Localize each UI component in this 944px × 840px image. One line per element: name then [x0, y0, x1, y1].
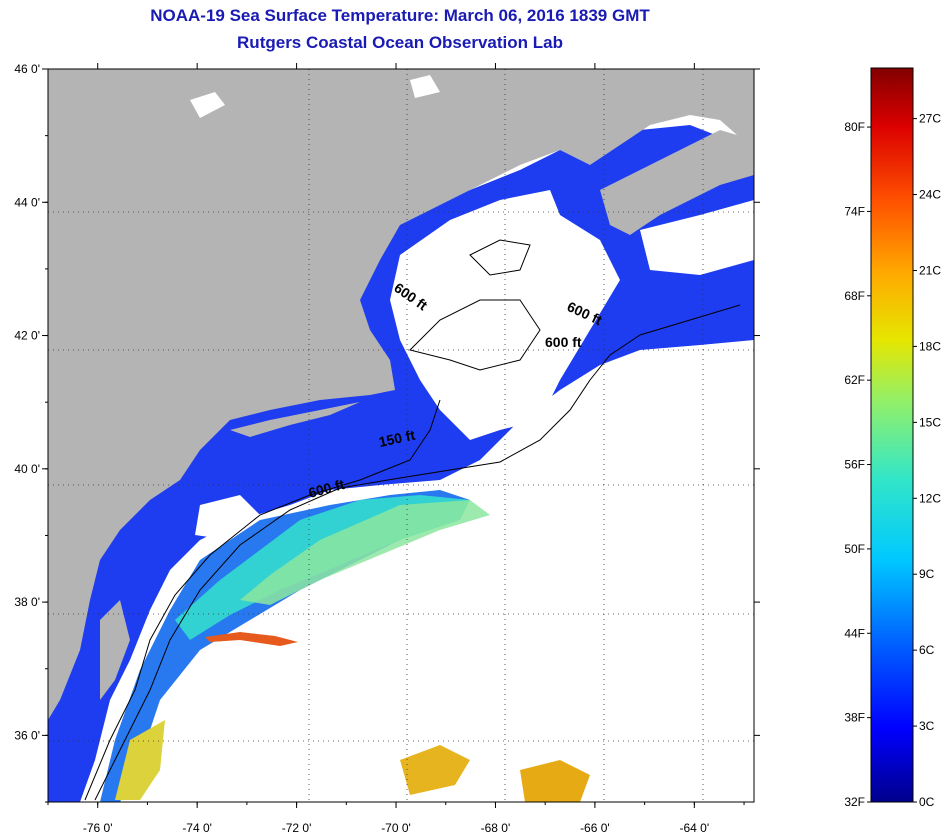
- contour-label-150ft: 150 ft: [377, 427, 416, 450]
- depth-contour-150ft: [84, 399, 441, 801]
- warm-patch-coast: [115, 720, 165, 800]
- colorbar-c-label: 0C: [919, 795, 935, 809]
- land-delmarva: [100, 600, 130, 700]
- lon-tick-label: -66 0': [580, 821, 610, 835]
- depth-contour-600ft-outer: [94, 304, 741, 801]
- lat-tick-label: 36 0': [14, 728, 40, 742]
- land-nova-scotia: [600, 130, 754, 235]
- colorbar-c-label: 27C: [919, 112, 941, 126]
- map-subtitle: Rutgers Coastal Ocean Observation Lab: [237, 33, 563, 52]
- colorbar-f-label: 38F: [844, 711, 865, 725]
- lat-tick-label: 40 0': [14, 462, 40, 476]
- lon-tick-label: -70 0': [381, 821, 411, 835]
- colorbar-c-label: 21C: [919, 263, 941, 277]
- lon-tick-label: -74 0': [182, 821, 212, 835]
- lon-tick-label: -68 0': [481, 821, 511, 835]
- colorbar-f-label: 80F: [844, 120, 865, 134]
- lat-tick-label: 46 0': [14, 62, 40, 76]
- colorbar-c-label: 24C: [919, 188, 941, 202]
- cloud-cover-shelf: [195, 495, 260, 540]
- colorbar-c-label: 3C: [919, 719, 935, 733]
- map-area: 600 ft 600 ft 600 ft 150 ft 600 ft: [48, 69, 754, 802]
- lon-tick-label: -64 0': [680, 821, 710, 835]
- lat-tick-label: 38 0': [14, 595, 40, 609]
- lat-tick-label: 44 0': [14, 195, 40, 209]
- colorbar-f-label: 68F: [844, 289, 865, 303]
- colorbar-c-label: 15C: [919, 415, 941, 429]
- colorbar-c-label: 6C: [919, 643, 935, 657]
- cloud-cover-east: [640, 200, 754, 275]
- lat-tick-label: 42 0': [14, 329, 40, 343]
- map-frame: [47, 68, 755, 803]
- slope-water-region: [240, 500, 490, 605]
- warm-patch-south-2: [400, 745, 470, 795]
- colorbar-gradient: [870, 67, 914, 803]
- land-long-island: [230, 402, 360, 437]
- lon-tick-label: -76 0': [83, 821, 113, 835]
- colorbar-f-label: 32F: [844, 795, 865, 809]
- colorbar-c-label: 9C: [919, 567, 935, 581]
- warm-patch-south-1: [520, 760, 590, 802]
- depth-contour-gulf-basins: [409, 239, 541, 371]
- lon-tick-label: -72 0': [282, 821, 312, 835]
- longitude-axis: -76 0' -74 0' -72 0' -70 0' -68 0' -66 0' -64 …: [47, 63, 745, 835]
- lakes: [190, 75, 440, 118]
- colorbar-celsius-scale: 27C 24C 21C 18C 15C 12C 9C 6C 3C 0C: [913, 112, 941, 809]
- colorbar-f-label: 50F: [844, 542, 865, 556]
- colorbar-f-label: 56F: [844, 458, 865, 472]
- colorbar-c-label: 18C: [919, 339, 941, 353]
- colorbar-c-label: 12C: [919, 491, 941, 505]
- map-title: NOAA-19 Sea Surface Temperature: March 0…: [150, 6, 650, 25]
- gulf-stream-edge: [205, 632, 298, 646]
- colorbar-f-label: 62F: [844, 373, 865, 387]
- graticule: [48, 69, 754, 802]
- temperature-colorbar: 80F 74F 68F 62F 56F 50F 44F 38F 32F 27C 24C 21C 18C…: [844, 67, 941, 809]
- contour-label-600ft-3: 600 ft: [545, 334, 582, 350]
- colorbar-f-label: 74F: [844, 204, 865, 218]
- latitude-axis: 46 0' 44 0' 42 0' 40 0' 38 0' 36 0': [14, 62, 760, 803]
- colorbar-f-label: 44F: [844, 626, 865, 640]
- land-mainland: [48, 69, 754, 720]
- colorbar-fahrenheit-scale: 80F 74F 68F 62F 56F 50F 44F 38F 32F: [844, 120, 871, 809]
